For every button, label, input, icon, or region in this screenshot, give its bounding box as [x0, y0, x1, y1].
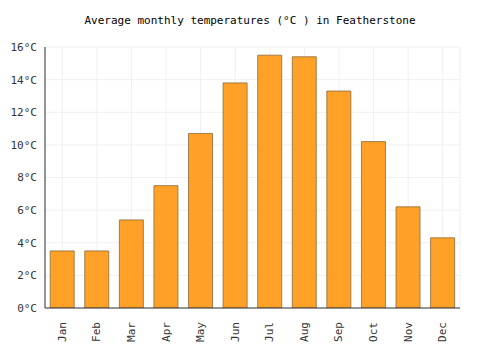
svg-text:6°C: 6°C: [17, 204, 37, 217]
svg-text:Mar: Mar: [125, 322, 138, 342]
html-text:Average monthly temperatures (: Average monthly temperatures (°C ) in Fe…: [84, 14, 416, 27]
svg-text:2°C: 2°C: [17, 269, 37, 282]
svg-text:12°C: 12°C: [11, 106, 38, 119]
svg-text:0°C: 0°C: [17, 302, 37, 315]
svg-text:8°C: 8°C: [17, 171, 37, 184]
svg-text:Sep: Sep: [332, 322, 345, 342]
svg-text:Jul: Jul: [263, 322, 276, 342]
svg-text:Apr: Apr: [160, 322, 173, 342]
svg-text:Feb: Feb: [90, 322, 103, 342]
svg-text:Oct: Oct: [367, 322, 380, 342]
svg-text:16°C: 16°C: [11, 41, 38, 54]
svg-text:May: May: [194, 322, 207, 342]
svg-text:4°C: 4°C: [17, 237, 37, 250]
svg-text:14°C: 14°C: [11, 74, 38, 87]
svg-text:Jan: Jan: [56, 322, 69, 342]
svg-text:Nov: Nov: [402, 322, 415, 342]
svg-text:Dec: Dec: [436, 322, 449, 342]
svg-text:Jun: Jun: [229, 322, 242, 342]
svg-text:Aug: Aug: [298, 322, 311, 342]
svg-text:10°C: 10°C: [11, 139, 38, 152]
